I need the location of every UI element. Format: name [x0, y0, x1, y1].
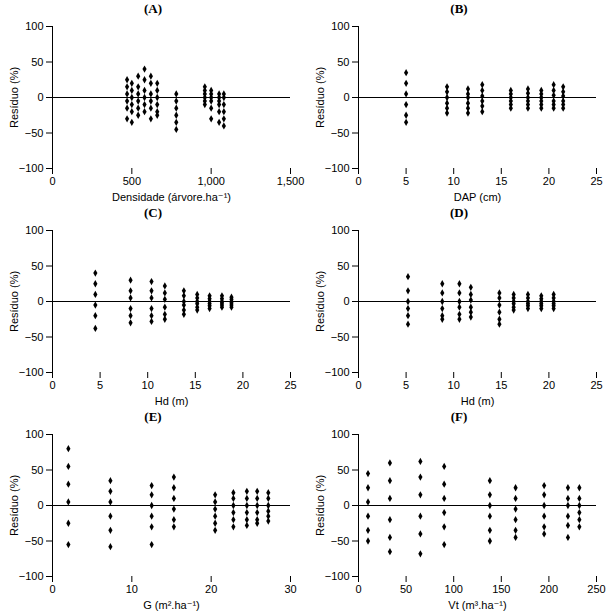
svg-text:50: 50: [31, 260, 43, 272]
svg-text:100: 100: [25, 20, 43, 32]
svg-text:100: 100: [445, 583, 463, 595]
svg-text:0: 0: [343, 499, 349, 511]
svg-text:1,000: 1,000: [197, 175, 225, 187]
svg-text:25: 25: [590, 175, 602, 187]
svg-text:−50: −50: [25, 535, 44, 547]
svg-text:Resíduo (%): Resíduo (%): [314, 271, 326, 332]
html-text:(F): (F): [450, 409, 468, 424]
svg-text:−50: −50: [25, 331, 44, 343]
svg-text:Resíduo (%): Resíduo (%): [8, 67, 20, 128]
html-text:(A): (A): [144, 1, 162, 16]
svg-text:Hd (m): Hd (m): [155, 395, 189, 407]
svg-text:0: 0: [343, 295, 349, 307]
svg-text:20: 20: [237, 379, 249, 391]
svg-text:1,500: 1,500: [277, 175, 305, 187]
svg-text:Densidade (árvore.ha⁻¹): Densidade (árvore.ha⁻¹): [112, 191, 231, 203]
svg-text:30: 30: [284, 583, 296, 595]
svg-text:5: 5: [403, 175, 409, 187]
svg-text:15: 15: [495, 379, 507, 391]
svg-text:20: 20: [543, 175, 555, 187]
svg-text:−100: −100: [19, 570, 44, 582]
svg-text:500: 500: [123, 175, 141, 187]
svg-text:0: 0: [49, 583, 55, 595]
svg-text:25: 25: [284, 379, 296, 391]
svg-text:0: 0: [49, 175, 55, 187]
svg-text:100: 100: [331, 224, 349, 236]
svg-text:25: 25: [590, 379, 602, 391]
html-text:(B): (B): [450, 1, 468, 16]
svg-text:−100: −100: [19, 366, 44, 378]
svg-text:15: 15: [495, 175, 507, 187]
svg-text:−50: −50: [25, 127, 44, 139]
svg-text:0: 0: [355, 583, 361, 595]
svg-text:0: 0: [343, 91, 349, 103]
svg-text:50: 50: [400, 583, 412, 595]
svg-text:−100: −100: [19, 162, 44, 174]
svg-text:Vt (m³.ha⁻¹): Vt (m³.ha⁻¹): [448, 599, 506, 611]
svg-text:DAP (cm): DAP (cm): [454, 191, 501, 203]
svg-text:0: 0: [355, 175, 361, 187]
svg-text:Resíduo (%): Resíduo (%): [8, 271, 20, 332]
svg-text:10: 10: [142, 379, 154, 391]
svg-text:−100: −100: [325, 570, 350, 582]
svg-text:100: 100: [25, 428, 43, 440]
svg-text:50: 50: [31, 56, 43, 68]
svg-text:−50: −50: [331, 535, 350, 547]
svg-text:20: 20: [543, 379, 555, 391]
svg-text:Resíduo (%): Resíduo (%): [8, 475, 20, 536]
svg-text:0: 0: [49, 379, 55, 391]
svg-text:15: 15: [189, 379, 201, 391]
svg-text:5: 5: [97, 379, 103, 391]
svg-text:0: 0: [37, 91, 43, 103]
svg-text:0: 0: [355, 379, 361, 391]
html-text:(D): (D): [450, 205, 468, 220]
svg-text:200: 200: [540, 583, 558, 595]
svg-text:100: 100: [25, 224, 43, 236]
svg-text:Resíduo (%): Resíduo (%): [314, 67, 326, 128]
svg-text:10: 10: [448, 175, 460, 187]
html-text:(C): (C): [144, 205, 162, 220]
svg-text:10: 10: [126, 583, 138, 595]
svg-text:100: 100: [331, 20, 349, 32]
svg-text:Hd (m): Hd (m): [461, 395, 495, 407]
svg-text:50: 50: [337, 260, 349, 272]
svg-text:20: 20: [205, 583, 217, 595]
svg-text:150: 150: [492, 583, 510, 595]
html-text:(E): (E): [144, 409, 162, 424]
svg-text:100: 100: [331, 428, 349, 440]
svg-text:250: 250: [587, 583, 605, 595]
svg-text:0: 0: [37, 499, 43, 511]
svg-text:50: 50: [337, 56, 349, 68]
svg-text:50: 50: [31, 464, 43, 476]
svg-text:Resíduo (%): Resíduo (%): [314, 475, 326, 536]
svg-text:−50: −50: [331, 127, 350, 139]
svg-text:G (m².ha⁻¹): G (m².ha⁻¹): [143, 599, 200, 611]
svg-text:0: 0: [37, 295, 43, 307]
svg-text:5: 5: [403, 379, 409, 391]
svg-text:50: 50: [337, 464, 349, 476]
svg-text:−50: −50: [331, 331, 350, 343]
svg-text:10: 10: [448, 379, 460, 391]
svg-text:−100: −100: [325, 366, 350, 378]
svg-text:−100: −100: [325, 162, 350, 174]
